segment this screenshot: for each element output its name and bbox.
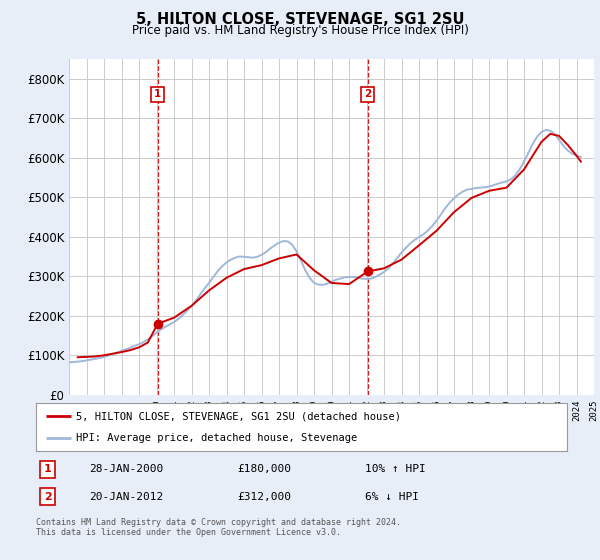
Text: Price paid vs. HM Land Registry's House Price Index (HPI): Price paid vs. HM Land Registry's House …	[131, 24, 469, 36]
Text: 20-JAN-2012: 20-JAN-2012	[89, 492, 163, 502]
Text: £180,000: £180,000	[238, 464, 292, 474]
Text: 5, HILTON CLOSE, STEVENAGE, SG1 2SU (detached house): 5, HILTON CLOSE, STEVENAGE, SG1 2SU (det…	[76, 411, 401, 421]
Text: 2: 2	[44, 492, 52, 502]
Text: 10% ↑ HPI: 10% ↑ HPI	[365, 464, 426, 474]
Text: 5, HILTON CLOSE, STEVENAGE, SG1 2SU: 5, HILTON CLOSE, STEVENAGE, SG1 2SU	[136, 12, 464, 27]
Text: HPI: Average price, detached house, Stevenage: HPI: Average price, detached house, Stev…	[76, 433, 357, 443]
Text: 28-JAN-2000: 28-JAN-2000	[89, 464, 163, 474]
Text: 6% ↓ HPI: 6% ↓ HPI	[365, 492, 419, 502]
Text: 1: 1	[154, 90, 161, 99]
Text: 1: 1	[44, 464, 52, 474]
Text: Contains HM Land Registry data © Crown copyright and database right 2024.
This d: Contains HM Land Registry data © Crown c…	[36, 518, 401, 538]
Text: 2: 2	[364, 90, 371, 99]
Text: £312,000: £312,000	[238, 492, 292, 502]
